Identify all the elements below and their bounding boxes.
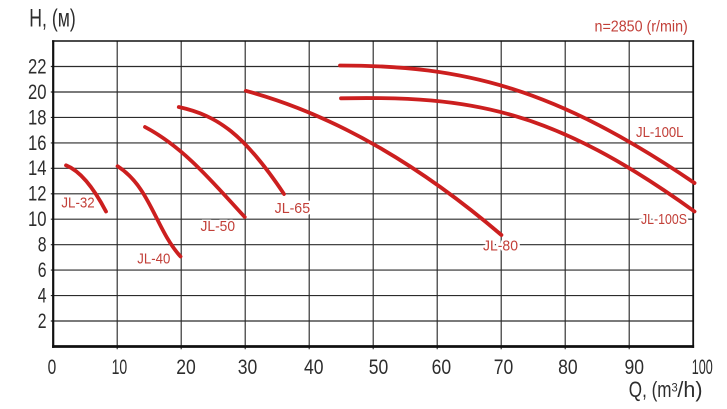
svg-text:JL-65: JL-65 bbox=[275, 200, 311, 217]
svg-text:14: 14 bbox=[28, 157, 47, 180]
svg-text:3: 3 bbox=[672, 380, 678, 394]
svg-text:JL-100L: JL-100L bbox=[636, 124, 684, 141]
svg-text:10: 10 bbox=[112, 356, 128, 379]
svg-text:20: 20 bbox=[28, 81, 47, 104]
svg-text:70: 70 bbox=[494, 356, 514, 379]
svg-text:22: 22 bbox=[28, 55, 47, 78]
svg-text:/h): /h) bbox=[677, 377, 702, 402]
svg-text:30: 30 bbox=[238, 356, 258, 379]
svg-text:JL-80: JL-80 bbox=[483, 237, 518, 254]
svg-text:JL-100L: JL-100L bbox=[636, 124, 684, 141]
svg-text:JL-40: JL-40 bbox=[137, 251, 170, 268]
svg-text:H, (м): H, (м) bbox=[29, 5, 75, 33]
svg-text:4: 4 bbox=[38, 285, 47, 308]
svg-text:10: 10 bbox=[28, 208, 47, 231]
svg-text:18: 18 bbox=[28, 106, 47, 129]
svg-text:JL-32: JL-32 bbox=[61, 195, 94, 212]
svg-text:40: 40 bbox=[304, 356, 324, 379]
svg-text:Q, (m: Q, (m bbox=[629, 377, 672, 402]
svg-text:16: 16 bbox=[28, 132, 47, 155]
svg-text:20: 20 bbox=[176, 356, 196, 379]
svg-text:0: 0 bbox=[48, 356, 57, 379]
svg-text:6: 6 bbox=[38, 259, 47, 282]
svg-text:2: 2 bbox=[38, 310, 47, 333]
svg-text:50: 50 bbox=[369, 356, 389, 379]
svg-text:n=2850 (r/min): n=2850 (r/min) bbox=[595, 18, 688, 35]
svg-text:JL-100S: JL-100S bbox=[641, 211, 687, 228]
svg-text:JL-40: JL-40 bbox=[137, 251, 170, 268]
svg-text:100: 100 bbox=[692, 356, 713, 379]
svg-text:12: 12 bbox=[28, 183, 47, 206]
svg-text:JL-50: JL-50 bbox=[201, 218, 236, 235]
svg-text:60: 60 bbox=[432, 356, 452, 379]
svg-text:JL-65: JL-65 bbox=[275, 200, 311, 217]
svg-text:90: 90 bbox=[624, 356, 644, 379]
svg-text:8: 8 bbox=[38, 234, 47, 257]
svg-text:80: 80 bbox=[558, 356, 578, 379]
svg-text:JL-100S: JL-100S bbox=[641, 211, 687, 228]
svg-text:JL-32: JL-32 bbox=[61, 195, 94, 212]
svg-text:JL-50: JL-50 bbox=[201, 218, 236, 235]
svg-text:JL-80: JL-80 bbox=[483, 237, 518, 254]
